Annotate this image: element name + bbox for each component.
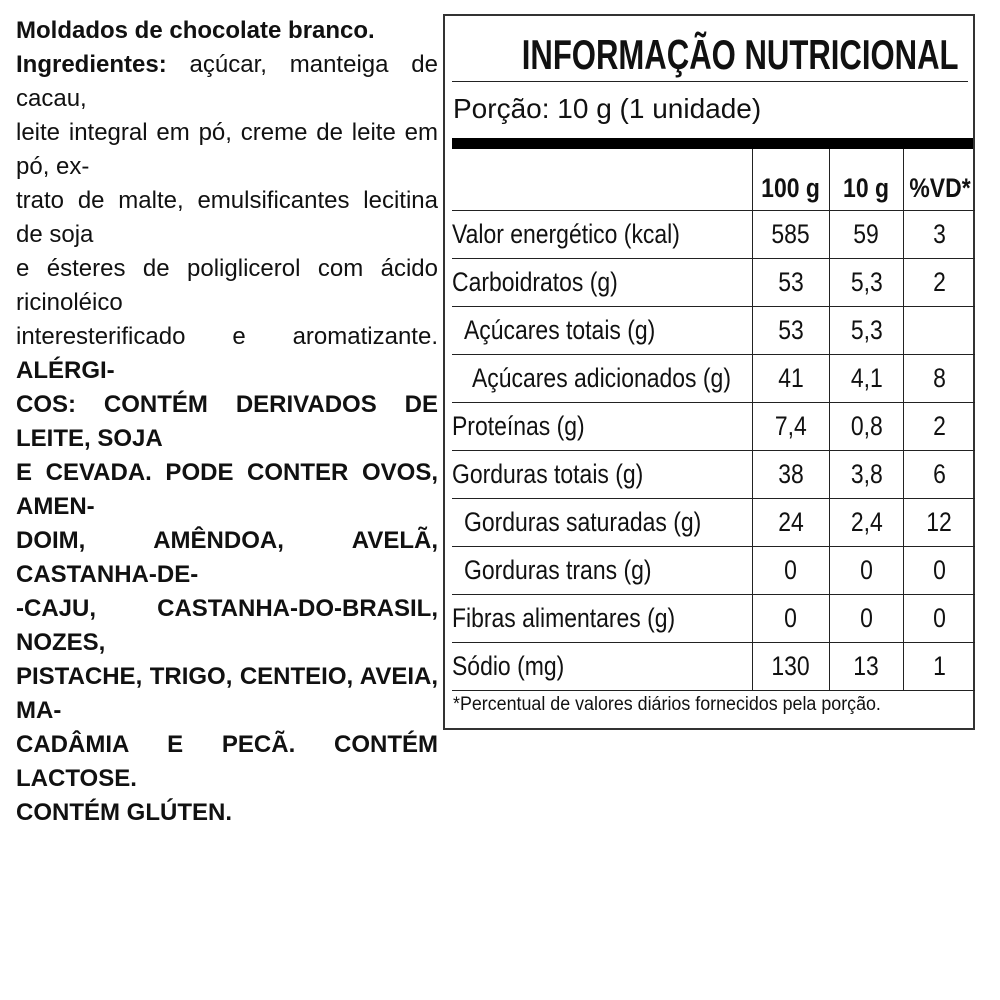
ingredients-line: leite integral em pó, creme de leite em … <box>16 116 438 184</box>
divider <box>452 81 968 82</box>
value-100g: 7,4 <box>752 402 830 451</box>
value-100g: 41 <box>752 354 830 403</box>
value-vd: 0 <box>903 594 975 643</box>
text: interesterificado e aromatizante. <box>16 323 438 350</box>
nutrient-label: Valor energético (kcal) <box>452 210 753 259</box>
bold-text: CONTÉM GLÚTEN. <box>16 799 232 826</box>
table-row: Gorduras saturadas (g) 24 2,4 12 <box>452 498 975 547</box>
nutrient-label: Sódio (mg) <box>452 642 753 691</box>
table-row: Açúcares adicionados (g) 41 4,1 8 <box>452 354 975 403</box>
header-100g: 100 g <box>752 149 830 211</box>
thick-divider <box>452 138 973 149</box>
value-portion: 0 <box>829 594 904 643</box>
nutrient-label: Açúcares adicionados (g) <box>452 354 753 403</box>
value-100g: 130 <box>752 642 830 691</box>
text: leite integral em pó, creme de leite em … <box>16 119 438 180</box>
value-portion: 0,8 <box>829 402 904 451</box>
footnote: *Percentual de valores diários fornecido… <box>453 694 881 715</box>
value-portion: 13 <box>829 642 904 691</box>
value-portion: 2,4 <box>829 498 904 547</box>
bold-text: Ingredientes: <box>16 51 167 78</box>
bold-text: ALÉRGI- <box>16 357 115 384</box>
nutrient-label: Gorduras totais (g) <box>452 450 753 499</box>
bold-text: DOIM, AMÊNDOA, AVELÃ, CASTANHA-DE- <box>16 527 438 588</box>
nutrient-label: Fibras alimentares (g) <box>452 594 753 643</box>
ingredients-line: CONTÉM GLÚTEN. <box>16 796 438 830</box>
ingredients-text: Moldados de chocolate branco. Ingrediente… <box>16 14 438 830</box>
value-vd <box>903 306 975 355</box>
value-100g: 53 <box>752 258 830 307</box>
header-portion: 10 g <box>829 149 904 211</box>
text: trato de malte, emulsificantes lecitina … <box>16 187 438 248</box>
table-row: Gorduras trans (g) 0 0 0 <box>452 546 975 595</box>
table-row: Carboidratos (g) 53 5,3 2 <box>452 258 975 307</box>
bold-text: CADÂMIA E PECÃ. CONTÉM LACTOSE. <box>16 731 438 792</box>
ingredients-line: COS: CONTÉM DERIVADOS DE LEITE, SOJA <box>16 388 438 456</box>
nutrient-label: Proteínas (g) <box>452 402 753 451</box>
value-portion: 5,3 <box>829 306 904 355</box>
value-100g: 38 <box>752 450 830 499</box>
value-vd: 12 <box>903 498 975 547</box>
value-portion: 4,1 <box>829 354 904 403</box>
value-vd: 6 <box>903 450 975 499</box>
bold-text: E CEVADA. PODE CONTER OVOS, AMEN- <box>16 459 438 520</box>
ingredients-line: -CAJU, CASTANHA-DO-BRASIL, NOZES, <box>16 592 438 660</box>
header-empty <box>452 149 753 211</box>
ingredients-line: trato de malte, emulsificantes lecitina … <box>16 184 438 252</box>
value-portion: 3,8 <box>829 450 904 499</box>
value-portion: 5,3 <box>829 258 904 307</box>
ingredients-line: DOIM, AMÊNDOA, AVELÃ, CASTANHA-DE- <box>16 524 438 592</box>
value-portion: 0 <box>829 546 904 595</box>
value-100g: 53 <box>752 306 830 355</box>
nutrition-facts-panel: INFORMAÇÃO NUTRICIONAL Porção: 10 g (1 u… <box>443 14 975 730</box>
nutrient-label: Açúcares totais (g) <box>452 306 753 355</box>
value-vd: 2 <box>903 258 975 307</box>
text: e ésteres de poliglicerol com ácido rici… <box>16 255 438 316</box>
ingredients-line: Ingredientes: açúcar, manteiga de cacau, <box>16 48 438 116</box>
ingredients-line: CADÂMIA E PECÃ. CONTÉM LACTOSE. <box>16 728 438 796</box>
value-100g: 24 <box>752 498 830 547</box>
table-row: Fibras alimentares (g) 0 0 0 <box>452 594 975 643</box>
value-vd: 0 <box>903 546 975 595</box>
value-vd: 8 <box>903 354 975 403</box>
table-row: Açúcares totais (g) 53 5,3 <box>452 306 975 355</box>
table-row: Sódio (mg) 130 13 1 <box>452 642 975 691</box>
portion-size: Porção: 10 g (1 unidade) <box>453 93 762 124</box>
nutrient-label: Carboidratos (g) <box>452 258 753 307</box>
header-vd: %VD* <box>903 149 975 211</box>
value-vd: 3 <box>903 210 975 259</box>
table-header-row: 100 g 10 g %VD* <box>452 149 975 211</box>
bold-text: COS: CONTÉM DERIVADOS DE LEITE, SOJA <box>16 391 438 452</box>
ingredients-line: Moldados de chocolate branco. <box>16 14 438 48</box>
table-row: Valor energético (kcal) 585 59 3 <box>452 210 975 259</box>
nutrient-label: Gorduras saturadas (g) <box>452 498 753 547</box>
bold-text: -CAJU, CASTANHA-DO-BRASIL, NOZES, <box>16 595 438 656</box>
bold-text: Moldados de chocolate branco. <box>16 17 375 44</box>
value-100g: 0 <box>752 546 830 595</box>
value-portion: 59 <box>829 210 904 259</box>
value-100g: 585 <box>752 210 830 259</box>
table-row: Gorduras totais (g) 38 3,8 6 <box>452 450 975 499</box>
ingredients-line: E CEVADA. PODE CONTER OVOS, AMEN- <box>16 456 438 524</box>
ingredients-line: interesterificado e aromatizante. ALÉRGI… <box>16 320 438 388</box>
table-row: Proteínas (g) 7,4 0,8 2 <box>452 402 975 451</box>
text: açúcar, manteiga de cacau, <box>16 51 438 112</box>
value-100g: 0 <box>752 594 830 643</box>
nutrient-label: Gorduras trans (g) <box>452 546 753 595</box>
value-vd: 2 <box>903 402 975 451</box>
nutrition-table: 100 g 10 g %VD* Valor energético (kcal) 5… <box>452 149 975 691</box>
nutrition-title: INFORMAÇÃO NUTRICIONAL <box>521 31 959 78</box>
ingredients-line: e ésteres de poliglicerol com ácido rici… <box>16 252 438 320</box>
value-vd: 1 <box>903 642 975 691</box>
ingredients-line: PISTACHE, TRIGO, CENTEIO, AVEIA, MA- <box>16 660 438 728</box>
bold-text: PISTACHE, TRIGO, CENTEIO, AVEIA, MA- <box>16 663 438 724</box>
